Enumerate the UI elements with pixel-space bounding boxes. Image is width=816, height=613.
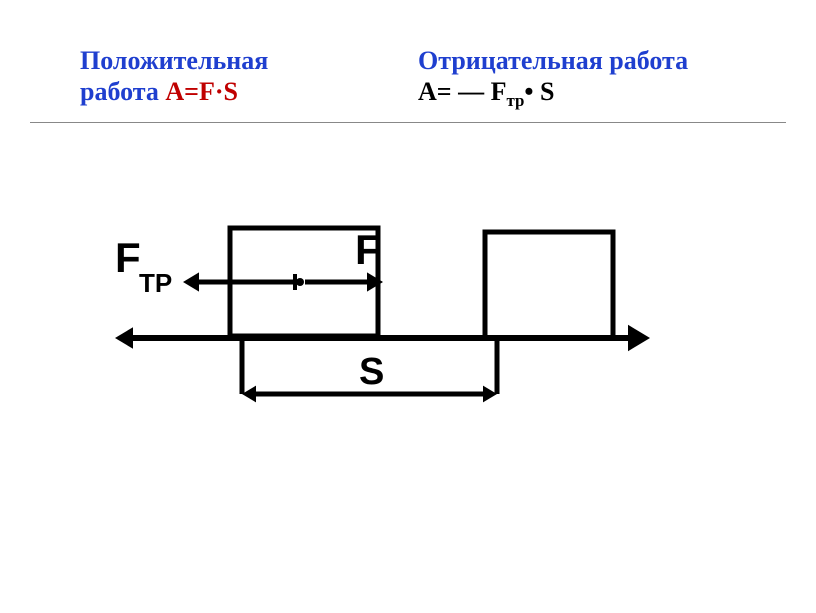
svg-text:S: S	[359, 351, 384, 393]
svg-text:F: F	[115, 234, 141, 281]
neg-sub: тр	[506, 91, 524, 110]
positive-line1: Положительная	[80, 46, 268, 75]
negative-formula: А= — Fтр• S	[418, 77, 554, 106]
physics-diagram: FFTPS	[95, 220, 675, 460]
svg-text:TP: TP	[139, 268, 172, 298]
header: Положительная работа A=F·S Отрицательная…	[30, 0, 786, 123]
svg-text:F: F	[355, 226, 381, 273]
negative-line1: Отрицательная работа	[418, 46, 688, 75]
positive-work-heading: Положительная работа A=F·S	[80, 45, 398, 112]
neg-suffix: • S	[524, 77, 554, 106]
diagram-svg: FFTPS	[95, 220, 675, 460]
positive-line2-text: работа	[80, 77, 165, 106]
positive-formula: A=F·S	[165, 77, 238, 106]
negative-work-heading: Отрицательная работа А= — Fтр• S	[398, 45, 736, 112]
neg-prefix: А= — F	[418, 77, 506, 106]
